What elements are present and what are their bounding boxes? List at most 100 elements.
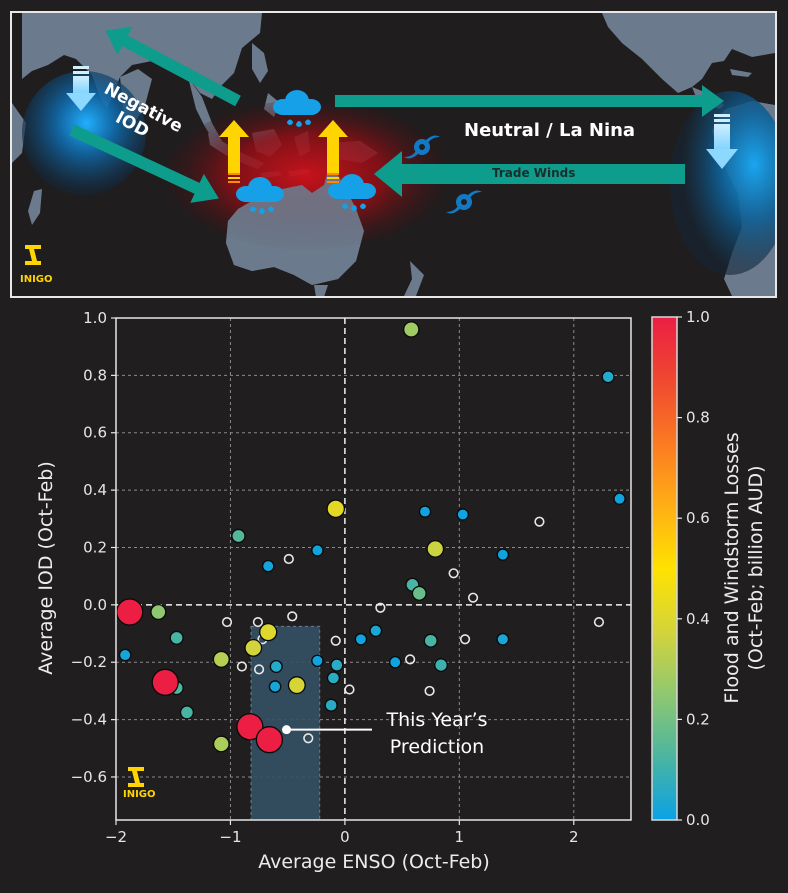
inigo-logo-icon <box>25 245 41 265</box>
y-tick-label: −0.6 <box>71 768 107 786</box>
data-point <box>269 660 283 674</box>
data-point <box>326 671 341 685</box>
plot-area <box>116 318 631 820</box>
rain-cloud-icon <box>273 90 321 127</box>
data-point-no-loss <box>344 684 355 695</box>
data-point <box>418 505 432 518</box>
chart-logo-text: INIGO <box>123 789 156 800</box>
y-tick-label: 0.4 <box>83 481 107 499</box>
data-point <box>311 654 324 668</box>
data-point <box>244 638 263 657</box>
colorbar-title-line1: Flood and Windstorm Losses <box>721 432 743 703</box>
trade-winds-arrow-icon <box>374 151 685 197</box>
inigo-logo-text: INIGO <box>20 274 53 285</box>
data-point-no-loss <box>236 661 247 672</box>
rain-cloud-icon <box>236 177 284 214</box>
data-point <box>496 632 510 646</box>
colorbar-gradient <box>651 316 678 821</box>
data-point <box>212 650 230 668</box>
data-point <box>389 656 402 669</box>
x-tick-label: −2 <box>105 828 127 846</box>
data-point-no-loss <box>448 568 459 579</box>
data-point-no-loss <box>221 616 233 628</box>
data-point <box>268 680 282 693</box>
data-point-no-loss <box>424 685 435 697</box>
data-point <box>236 713 264 741</box>
down-arrow-icon <box>66 66 96 111</box>
data-point <box>613 492 626 505</box>
data-point <box>411 585 427 601</box>
data-point-no-loss <box>330 635 341 646</box>
data-point <box>496 548 510 561</box>
cyclone-icon <box>446 190 482 214</box>
data-point <box>151 668 179 696</box>
data-point-no-loss <box>593 616 605 628</box>
y-tick-label: −0.2 <box>71 653 107 671</box>
enso-state-label: Neutral / La Nina <box>464 120 636 141</box>
data-points <box>116 321 626 754</box>
data-point <box>255 726 284 754</box>
annotation-line1: This Year’s <box>385 709 487 731</box>
colorbar-tick-label: 0.2 <box>686 710 710 728</box>
plot-frame <box>115 317 632 821</box>
data-point <box>324 698 338 712</box>
axis-ticks: −2 −1 0 1 2 1.0 0.8 0.6 0.4 0.2 0.0 −0.2 −0.4 −0.6 <box>71 309 579 846</box>
y-tick-label: −0.4 <box>71 711 107 729</box>
x-tick-label: 0 <box>340 828 350 846</box>
data-point <box>354 633 368 646</box>
y-tick-label: 0.8 <box>83 366 107 384</box>
zero-lines <box>116 318 631 820</box>
prediction-annotation: This Year’s Prediction <box>282 709 488 758</box>
y-tick-label: 1.0 <box>83 309 107 327</box>
colorbar-tick-label: 0.6 <box>686 509 710 527</box>
data-point <box>456 508 469 521</box>
circulation-arrows <box>69 26 724 203</box>
data-point-no-loss <box>459 634 471 645</box>
data-point <box>261 559 275 573</box>
data-point <box>231 528 246 544</box>
data-point <box>179 705 195 720</box>
data-point-no-loss <box>303 733 314 744</box>
data-point <box>116 598 144 626</box>
data-point-no-loss <box>405 654 416 665</box>
y-tick-label: 0.2 <box>83 538 107 556</box>
enso-iod-scatter-chart: −2 −1 0 1 2 1.0 0.8 0.6 0.4 0.2 0.0 −0.2 −0.4 −0.6 Th… <box>35 308 767 873</box>
data-point <box>369 624 383 638</box>
arrow-to-india-icon <box>105 26 241 107</box>
data-point-no-loss <box>252 616 264 628</box>
up-arrow-icon <box>219 120 249 183</box>
data-point <box>212 735 230 753</box>
rain-cloud-icon <box>328 174 376 211</box>
data-point <box>434 658 448 672</box>
data-point <box>426 540 445 558</box>
y-axis-title: Average IOD (Oct-Feb) <box>35 461 57 674</box>
climate-map-panel: Negative IOD Neutral / La Nina Trade Win… <box>10 11 777 298</box>
data-point <box>118 648 132 662</box>
colorbar-tick-label: 1.0 <box>686 308 710 326</box>
data-point-no-loss <box>253 664 265 675</box>
data-point <box>169 630 184 645</box>
y-tick-label: 0.0 <box>83 596 107 614</box>
data-point <box>601 370 615 384</box>
data-point <box>403 321 420 338</box>
arrow-to-south-america-icon <box>335 85 724 117</box>
annotation-line2: Prediction <box>390 736 484 758</box>
prediction-point <box>282 725 292 735</box>
trade-winds-label: Trade Winds <box>492 166 576 180</box>
data-point-no-loss <box>283 553 294 565</box>
x-tick-label: 2 <box>569 828 579 846</box>
data-point <box>150 604 167 621</box>
colorbar: 0.0 0.2 0.4 0.6 0.8 1.0 Flood and Windstorm L… <box>651 308 767 829</box>
up-arrow-icon <box>318 120 348 183</box>
data-point <box>311 544 324 557</box>
data-point <box>330 658 344 672</box>
down-arrow-icon <box>706 114 738 169</box>
y-tick-label: 0.6 <box>83 424 107 442</box>
data-point <box>287 676 306 695</box>
x-tick-label: 1 <box>455 828 465 846</box>
colorbar-tick-label: 0.4 <box>686 610 710 628</box>
data-point-no-loss <box>375 602 386 613</box>
data-point-no-loss <box>287 611 298 622</box>
data-point-no-loss <box>467 592 479 603</box>
colorbar-title-line2: (Oct-Feb; billion AUD) <box>745 465 767 670</box>
